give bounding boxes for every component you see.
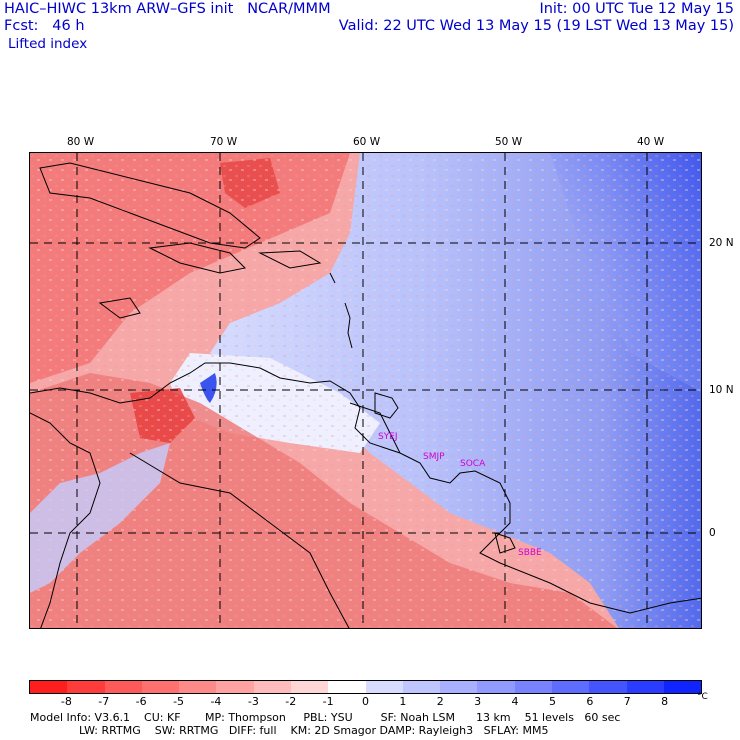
colorbar-label: 8 — [661, 695, 669, 708]
colorbar-bin — [30, 681, 68, 693]
site-label: SOCA — [460, 459, 486, 469]
field-name: Lifted index — [8, 36, 88, 52]
colorbar-label: -2 — [285, 695, 297, 708]
colorbar-label: 7 — [623, 695, 631, 708]
colorbar-label: 4 — [511, 695, 519, 708]
colorbar-label: -8 — [60, 695, 72, 708]
lat-label: 0 — [709, 527, 716, 539]
colorbar-bin — [253, 681, 291, 693]
site-label: SMJP — [423, 452, 445, 462]
colorbar-label: 6 — [586, 695, 594, 708]
colorbar-bin — [551, 681, 590, 693]
site-label: SBBE — [518, 548, 542, 558]
colorbar-bin — [290, 681, 329, 693]
model-info-line2: LW: RRTMG SW: RRTMG DIFF: full KM: 2D Sm… — [30, 724, 549, 737]
colorbar-bin — [365, 681, 403, 693]
colorbar-bin — [626, 681, 664, 693]
colorbar-bin — [141, 681, 180, 693]
colorbar-label: -3 — [247, 695, 259, 708]
colorbar-bin — [67, 681, 105, 693]
colorbar-label: 5 — [548, 695, 556, 708]
grid-lines — [30, 153, 701, 628]
lon-label: 40 W — [637, 136, 665, 148]
colorbar-bin — [179, 681, 217, 693]
colorbar-label: -5 — [173, 695, 185, 708]
colorbar-label: 2 — [436, 695, 444, 708]
colorbar-bin — [328, 681, 366, 693]
lat-label: 10 N — [709, 384, 734, 396]
colorbar-label: -4 — [210, 695, 222, 708]
forecast-hour: Fcst: 46 h — [4, 18, 85, 34]
lon-label: 50 W — [495, 136, 523, 148]
model-info-line1: Model Info: V3.6.1 CU: KF MP: Thompson P… — [30, 711, 621, 724]
colorbar-bin — [514, 681, 552, 693]
colorbar-bin — [440, 681, 478, 693]
speckle-overlay — [30, 153, 701, 628]
lat-label: 20 N — [709, 237, 734, 249]
init-time: Init: 00 UTC Tue 12 May 15 — [539, 1, 734, 17]
colorbar-bin — [402, 681, 441, 693]
valid-time: Valid: 22 UTC Wed 13 May 15 (19 LST Wed … — [338, 18, 734, 34]
colorbar-unit: °C — [697, 692, 708, 702]
colorbar-label: 3 — [474, 695, 482, 708]
colorbar-bin — [663, 681, 702, 693]
coastlines — [30, 162, 701, 628]
colorbar — [29, 680, 702, 694]
lon-label: 80 W — [67, 136, 95, 148]
colorbar-bin — [104, 681, 142, 693]
colorbar-label: 1 — [399, 695, 407, 708]
lifted-index-map: SYEJ SMJP SOCA SBBE — [29, 152, 702, 629]
colorbar-bin — [477, 681, 515, 693]
lon-label: 70 W — [210, 136, 238, 148]
colorbar-label: -7 — [98, 695, 110, 708]
model-title: HAIC–HIWC 13km ARW–GFS init NCAR/MMM — [4, 1, 331, 17]
colorbar-label: 0 — [362, 695, 369, 708]
colorbar-label: -1 — [322, 695, 334, 708]
colorbar-label: -6 — [135, 695, 147, 708]
site-label: SYEJ — [378, 432, 398, 442]
colorbar-bin — [216, 681, 254, 693]
map-canvas — [30, 153, 701, 628]
stable-coastal-pocket — [200, 373, 217, 403]
stable-strip — [30, 443, 170, 593]
colorbar-bin — [589, 681, 627, 693]
lon-label: 60 W — [353, 136, 381, 148]
